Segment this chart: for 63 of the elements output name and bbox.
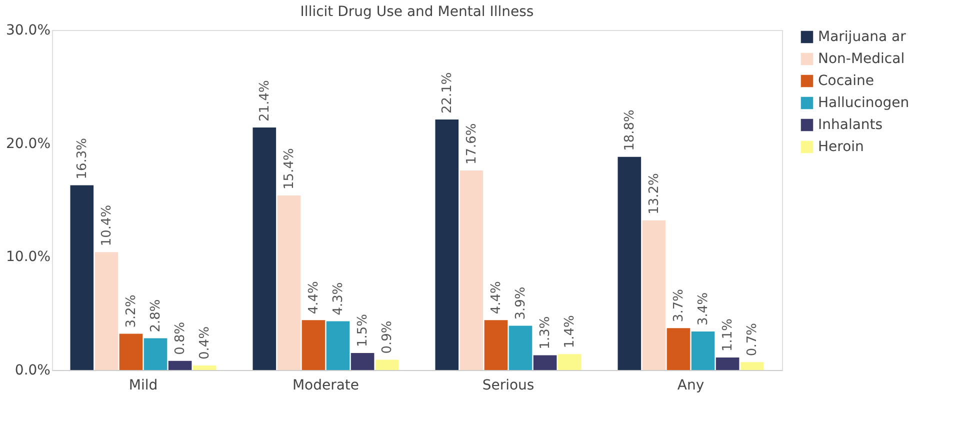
data-label: 3.9% [514,286,529,320]
bar [94,252,118,370]
y-tick-label: 0.0% [14,362,50,378]
bar [533,355,557,370]
x-tick-label: Any [677,378,704,394]
x-tick-label: Moderate [292,378,360,394]
legend-label: Inhalants [818,117,883,133]
data-label: 1.5% [356,314,371,347]
data-label: 21.4% [257,80,272,122]
bar [642,220,666,370]
bar [484,320,508,370]
data-label: 2.8% [148,299,164,332]
bar [666,328,690,370]
bar [326,321,350,370]
data-label: 18.8% [622,110,638,151]
data-label: 10.4% [99,204,114,246]
bar [168,360,192,370]
data-label: 16.3% [74,138,90,180]
data-label: 0.9% [380,320,396,354]
bar [740,362,764,370]
bar [435,120,459,370]
bar [144,338,168,370]
data-label: 13.2% [646,173,662,214]
bar [558,354,582,370]
bar [508,326,532,370]
y-tick-label: 20.0% [6,136,50,152]
bar [716,358,740,370]
data-label: 4.4% [488,281,504,314]
bar [691,331,715,370]
data-label: 0.4% [198,326,213,360]
legend-label: Cocaine [818,73,874,89]
data-label: 3.7% [671,289,686,322]
bar [119,334,143,370]
legend-label: Marijuana ar [818,29,906,45]
data-label: 3.2% [124,294,139,328]
y-tick-label: 10.0% [6,249,50,266]
bar [192,365,216,370]
bar [277,195,301,370]
data-label: 22.1% [440,72,455,114]
data-label: 17.6% [464,123,480,165]
bar [460,170,484,370]
bar [302,320,326,370]
data-label: 4.4% [306,281,322,314]
y-tick-label: 30.0% [6,22,50,38]
data-label: 0.7% [745,323,760,356]
x-tick-label: Mild [128,378,158,394]
data-label: 1.4% [562,315,578,348]
bar [252,127,276,370]
legend-label: Non-Medical [818,51,905,67]
legend-label: Hallucinogen [818,95,910,111]
bar [70,185,94,370]
bar [375,360,399,370]
data-label: 0.8% [173,322,188,355]
data-label: 4.3% [331,282,346,316]
chart-title: Illicit Drug Use and Mental Illness [300,4,534,20]
bar [350,353,374,370]
bar [618,156,642,370]
legend-label: Heroin [818,139,864,155]
data-label: 1.3% [538,316,554,350]
data-label: 1.1% [720,318,736,352]
data-label: 3.4% [696,292,712,326]
data-label: 15.4% [282,148,297,190]
x-tick-label: Serious [482,378,534,394]
